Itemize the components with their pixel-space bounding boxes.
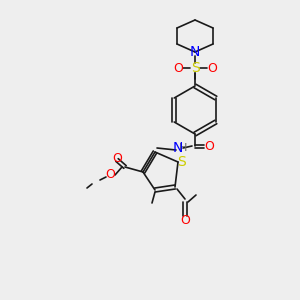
- Text: O: O: [173, 61, 183, 74]
- Text: S: S: [190, 61, 200, 75]
- Text: O: O: [180, 214, 190, 227]
- Text: S: S: [178, 155, 186, 169]
- Text: H: H: [179, 143, 187, 153]
- Text: O: O: [112, 152, 122, 166]
- Text: O: O: [105, 169, 115, 182]
- Text: N: N: [173, 141, 183, 155]
- Text: O: O: [204, 140, 214, 152]
- Text: N: N: [190, 45, 200, 59]
- Text: O: O: [207, 61, 217, 74]
